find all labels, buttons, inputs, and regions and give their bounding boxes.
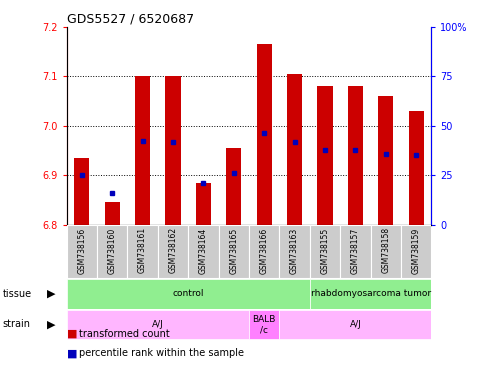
Text: GSM738162: GSM738162 <box>169 227 177 273</box>
Bar <box>158 225 188 278</box>
Text: GSM738155: GSM738155 <box>320 227 329 273</box>
Text: GSM738163: GSM738163 <box>290 227 299 273</box>
Text: GSM738164: GSM738164 <box>199 227 208 273</box>
Text: ▶: ▶ <box>47 319 55 329</box>
Bar <box>378 96 393 225</box>
Text: percentile rank within the sample: percentile rank within the sample <box>79 348 244 358</box>
Bar <box>401 225 431 278</box>
Text: control: control <box>173 289 204 298</box>
Bar <box>67 279 310 308</box>
Text: tissue: tissue <box>2 289 32 299</box>
Text: GSM738166: GSM738166 <box>260 227 269 273</box>
Bar <box>287 74 302 225</box>
Bar <box>67 225 97 278</box>
Text: A/J: A/J <box>350 320 361 329</box>
Text: strain: strain <box>2 319 31 329</box>
Text: A/J: A/J <box>152 320 164 329</box>
Bar <box>249 225 280 278</box>
Bar <box>280 225 310 278</box>
Bar <box>74 158 89 225</box>
Bar <box>188 225 218 278</box>
Text: GSM738159: GSM738159 <box>412 227 421 273</box>
Bar <box>317 86 333 225</box>
Bar <box>249 310 280 339</box>
Bar <box>256 44 272 225</box>
Text: rhabdomyosarcoma tumor: rhabdomyosarcoma tumor <box>311 289 430 298</box>
Text: GSM738165: GSM738165 <box>229 227 238 273</box>
Text: BALB
/c: BALB /c <box>252 315 276 334</box>
Bar <box>105 202 120 225</box>
Text: GSM738160: GSM738160 <box>107 227 117 273</box>
Bar <box>127 225 158 278</box>
Text: GSM738161: GSM738161 <box>138 227 147 273</box>
Bar <box>218 225 249 278</box>
Text: GSM738158: GSM738158 <box>381 227 390 273</box>
Text: GSM738157: GSM738157 <box>351 227 360 273</box>
Text: GDS5527 / 6520687: GDS5527 / 6520687 <box>67 13 194 26</box>
Bar <box>409 111 424 225</box>
Text: ■: ■ <box>67 329 77 339</box>
Text: ■: ■ <box>67 348 77 358</box>
Text: transformed count: transformed count <box>79 329 170 339</box>
Bar <box>67 310 249 339</box>
Bar <box>196 183 211 225</box>
Bar <box>280 310 431 339</box>
Bar <box>226 148 242 225</box>
Bar <box>97 225 127 278</box>
Bar <box>165 76 180 225</box>
Bar <box>371 225 401 278</box>
Bar <box>135 76 150 225</box>
Bar <box>348 86 363 225</box>
Bar <box>310 279 431 308</box>
Bar <box>310 225 340 278</box>
Text: ▶: ▶ <box>47 289 55 299</box>
Text: GSM738156: GSM738156 <box>77 227 86 273</box>
Bar <box>340 225 371 278</box>
